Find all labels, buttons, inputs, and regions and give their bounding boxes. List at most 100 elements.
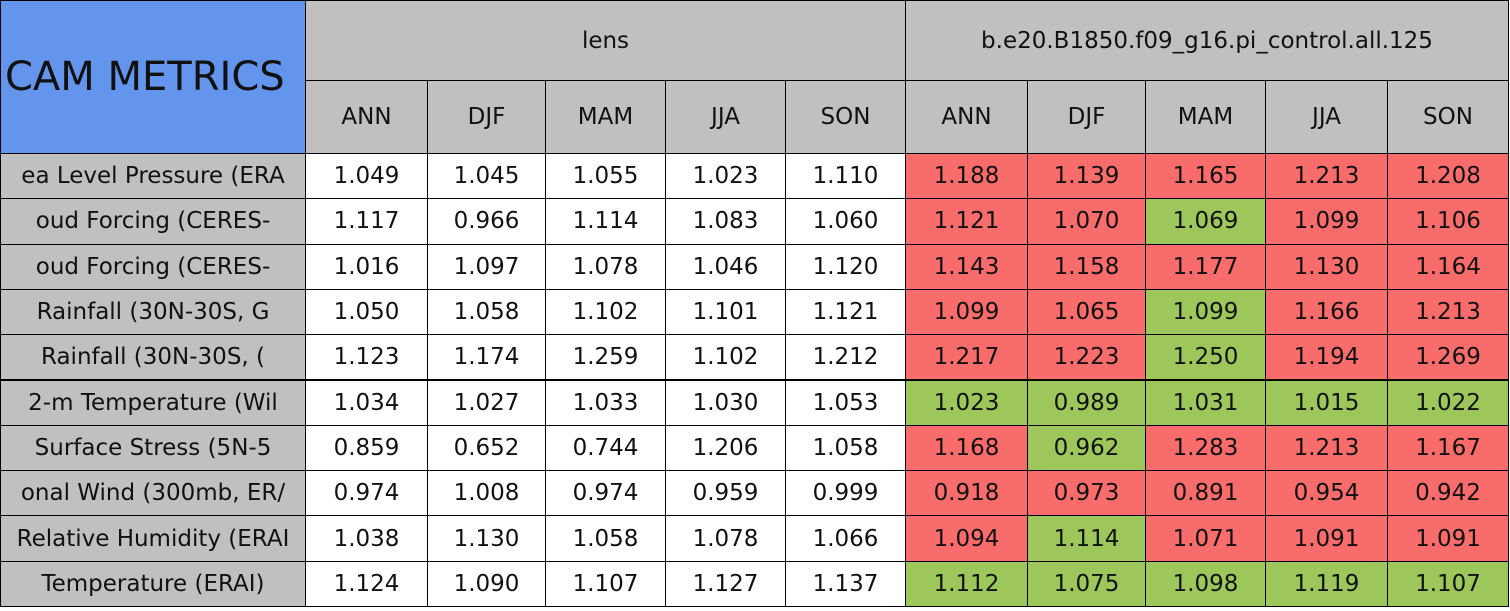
cell-text: Temperature (ERAI) xyxy=(41,570,265,597)
value-cell: 0.744 xyxy=(545,424,666,472)
value-cell: 0.962 xyxy=(1027,424,1146,472)
value-cell: 1.055 xyxy=(545,153,666,200)
row-label: oud Forcing (CERES- xyxy=(0,198,306,245)
value-cell: 1.022 xyxy=(1387,379,1509,426)
value-cell: 1.213 xyxy=(1265,153,1388,200)
cell-text: 1.269 xyxy=(1415,344,1481,371)
cell-text: 1.130 xyxy=(1293,253,1360,280)
cell-text: 1.174 xyxy=(453,344,520,371)
cell-text: 1.121 xyxy=(812,299,879,326)
cell-text: 2-m Temperature (Wil xyxy=(28,389,278,416)
cell-text: 1.078 xyxy=(692,525,759,552)
cell-text: 1.058 xyxy=(453,299,520,326)
value-cell: 1.094 xyxy=(905,515,1028,562)
cell-text: 1.034 xyxy=(333,389,400,416)
value-cell: 1.106 xyxy=(1387,198,1509,245)
value-cell: 1.008 xyxy=(427,470,546,517)
value-cell: 1.123 xyxy=(305,334,428,381)
cell-text: lens xyxy=(581,27,630,54)
value-cell: 1.053 xyxy=(785,379,906,426)
value-cell: 1.078 xyxy=(665,515,786,562)
value-cell: 1.045 xyxy=(427,153,546,200)
cell-text: 1.091 xyxy=(1415,525,1481,552)
row-label: 2-m Temperature (Wil xyxy=(0,379,306,426)
cell-text: 1.166 xyxy=(1293,299,1360,326)
cell-text: 0.942 xyxy=(1415,480,1481,507)
cell-text: 1.099 xyxy=(1293,208,1360,235)
value-cell: 1.130 xyxy=(427,515,546,562)
value-cell: 1.016 xyxy=(305,243,428,290)
cell-text: 1.060 xyxy=(812,208,879,235)
value-cell: 1.139 xyxy=(1027,153,1146,200)
value-cell: 1.110 xyxy=(785,153,906,200)
cell-text: 1.107 xyxy=(1415,570,1481,597)
value-cell: 1.117 xyxy=(305,198,428,245)
cell-text: MAM xyxy=(1177,104,1234,130)
value-cell: 1.119 xyxy=(1265,560,1388,607)
cell-text: oud Forcing (CERES- xyxy=(35,208,271,235)
value-cell: 1.098 xyxy=(1145,560,1266,607)
cell-text: 1.083 xyxy=(692,208,759,235)
row-label: ea Level Pressure (ERA xyxy=(0,153,306,200)
value-cell: 0.999 xyxy=(785,470,906,517)
cell-text: 1.213 xyxy=(1293,163,1360,190)
cell-text: 1.099 xyxy=(933,299,1000,326)
cell-text: 1.008 xyxy=(453,480,520,507)
cell-text: SON xyxy=(1423,104,1473,130)
value-cell: 1.058 xyxy=(427,288,546,336)
row-label: Temperature (ERAI) xyxy=(0,560,306,607)
value-cell: 1.250 xyxy=(1145,334,1266,381)
cell-text: 1.139 xyxy=(1053,163,1120,190)
cell-text: 0.891 xyxy=(1172,480,1239,507)
value-cell: 1.143 xyxy=(905,243,1028,290)
value-cell: 1.130 xyxy=(1265,243,1388,290)
value-cell: 1.208 xyxy=(1387,153,1509,200)
value-cell: 1.107 xyxy=(545,560,666,607)
cell-text: 0.974 xyxy=(333,480,400,507)
value-cell: 1.078 xyxy=(545,243,666,290)
cell-text: 1.120 xyxy=(812,253,879,280)
cell-text: 1.124 xyxy=(333,570,400,597)
value-cell: 1.090 xyxy=(427,560,546,607)
cell-text: 1.099 xyxy=(1172,299,1239,326)
cell-text: 1.022 xyxy=(1415,389,1481,416)
cell-text: 0.962 xyxy=(1053,434,1120,461)
cell-text: 1.058 xyxy=(572,525,639,552)
cell-text: 1.038 xyxy=(333,525,400,552)
value-cell: 0.891 xyxy=(1145,470,1266,517)
cell-text: 1.078 xyxy=(572,253,639,280)
cell-text: JJA xyxy=(711,104,740,130)
cell-text: 1.069 xyxy=(1172,208,1239,235)
cell-text: 1.158 xyxy=(1053,253,1120,280)
row-label: oud Forcing (CERES- xyxy=(0,243,306,290)
season-header: ANN xyxy=(905,80,1028,154)
cell-text: 1.217 xyxy=(933,344,1000,371)
value-cell: 1.075 xyxy=(1027,560,1146,607)
cell-text: Rainfall (30N-30S, G xyxy=(36,299,270,326)
season-header: JJA xyxy=(1265,80,1388,154)
value-cell: 1.033 xyxy=(545,379,666,426)
value-cell: 1.102 xyxy=(545,288,666,336)
cell-text: 1.046 xyxy=(692,253,759,280)
value-cell: 1.050 xyxy=(305,288,428,336)
value-cell: 1.213 xyxy=(1265,424,1388,472)
value-cell: 1.114 xyxy=(545,198,666,245)
value-cell: 1.023 xyxy=(905,379,1028,426)
cell-text: 1.130 xyxy=(453,525,520,552)
cell-text: 1.075 xyxy=(1053,570,1120,597)
cell-text: DJF xyxy=(467,104,506,130)
cell-text: 1.206 xyxy=(692,434,759,461)
cell-text: 1.055 xyxy=(572,163,639,190)
value-cell: 1.099 xyxy=(1265,198,1388,245)
cell-text: 1.015 xyxy=(1293,389,1360,416)
cell-text: 1.106 xyxy=(1415,208,1481,235)
cell-text: 1.031 xyxy=(1172,389,1239,416)
season-header: ANN xyxy=(305,80,428,154)
season-header: MAM xyxy=(1145,80,1266,154)
cell-text: 1.143 xyxy=(933,253,1000,280)
cell-text: 1.065 xyxy=(1053,299,1120,326)
cell-text: 1.259 xyxy=(572,344,639,371)
cell-text: CAM METRICS xyxy=(5,54,285,100)
cell-text: 1.168 xyxy=(933,434,1000,461)
